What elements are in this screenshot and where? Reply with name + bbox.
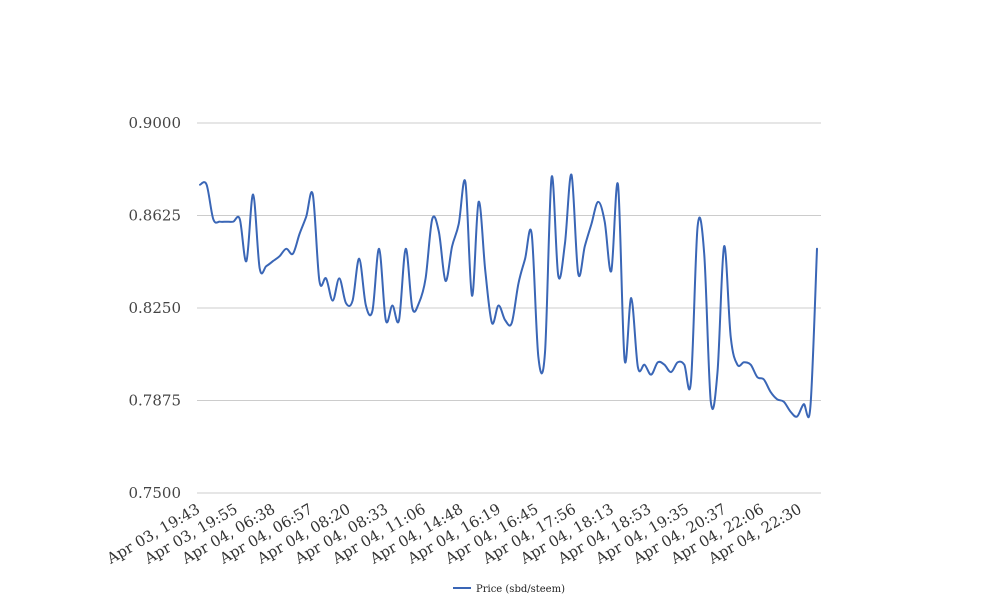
legend: Price (sbd/steem) xyxy=(453,584,565,595)
series-line-price xyxy=(199,173,818,419)
legend-label-price: Price (sbd/steem) xyxy=(476,584,565,595)
series-lines xyxy=(199,173,818,419)
y-tick-label: 0.8625 xyxy=(129,207,182,225)
gridlines xyxy=(197,122,821,494)
y-tick-label: 0.7500 xyxy=(129,484,182,502)
y-axis-tick-labels: 0.7500 0.7875 0.8250 0.8625 0.9000 xyxy=(129,114,182,502)
y-tick-label: 0.7875 xyxy=(129,392,182,410)
y-tick-label: 0.9000 xyxy=(129,114,182,132)
y-tick-label: 0.8250 xyxy=(129,299,182,317)
